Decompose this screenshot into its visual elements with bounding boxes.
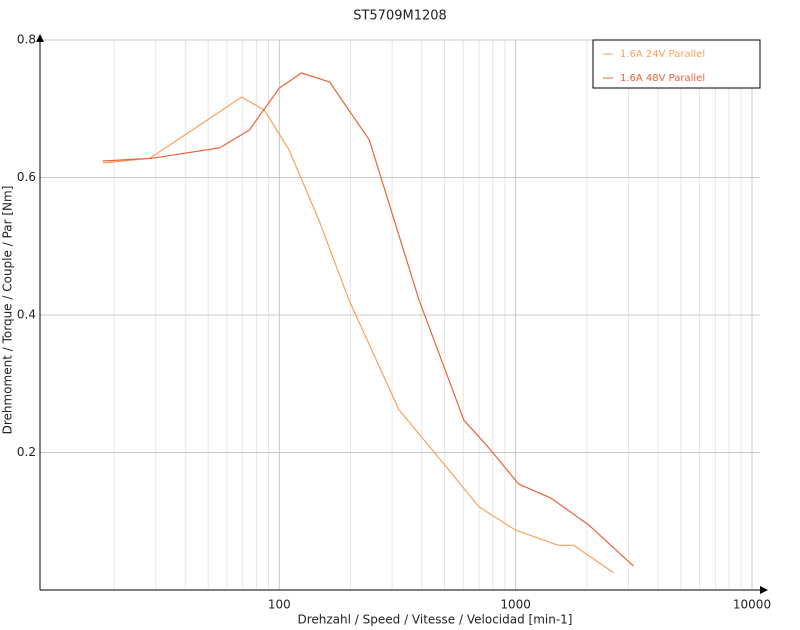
- grid: [40, 39, 760, 590]
- plot: [102, 72, 634, 574]
- x-tick-label: 100: [268, 598, 291, 612]
- y-tick-label: 0.2: [17, 445, 36, 459]
- legend: [592, 39, 761, 89]
- x-tick-label: 1000: [500, 598, 531, 612]
- x-axis-label: Drehzahl / Speed / Vitesse / Velocidad […: [297, 613, 572, 627]
- legend-label: 1.6A 48V Parallel: [620, 73, 705, 84]
- series-line: [102, 72, 634, 567]
- x-arrow: [760, 586, 768, 594]
- y-tick-label: 0.8: [17, 33, 36, 47]
- chart-title: ST5709M1208: [353, 9, 447, 24]
- y-tick-label: 0.6: [17, 170, 36, 184]
- y-arrow: [36, 34, 44, 42]
- x-tick-label: 10000: [733, 598, 771, 612]
- series-line: [102, 96, 614, 574]
- y-tick-label: 0.4: [17, 308, 36, 322]
- legend-label: 1.6A 24V Parallel: [620, 49, 705, 60]
- y-axis-label: Drehmoment / Torque / Couple / Par [Nm]: [1, 186, 15, 435]
